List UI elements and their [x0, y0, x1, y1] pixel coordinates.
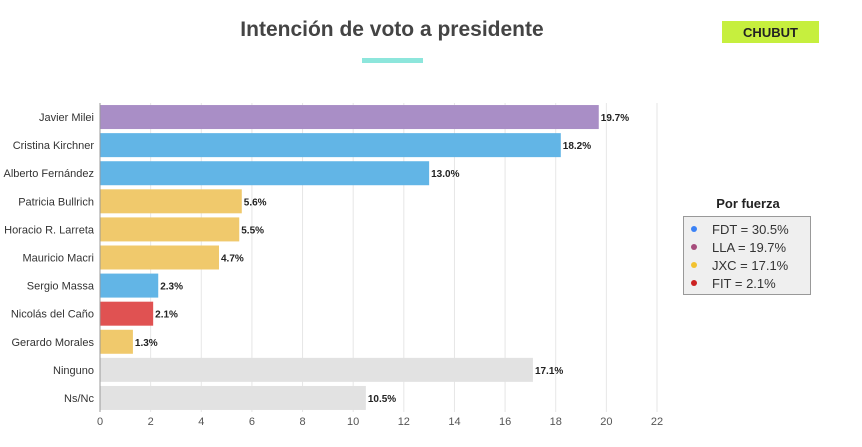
x-tick-label: 2 [148, 416, 154, 428]
legend-item: FDT = 30.5% [691, 220, 810, 238]
value-label: 1.3% [135, 338, 158, 349]
x-tick-label: 18 [550, 416, 562, 428]
category-label: Ns/Nc [64, 393, 94, 405]
bar [100, 189, 242, 214]
x-tick-label: 14 [448, 416, 460, 428]
value-label: 17.1% [535, 366, 563, 377]
x-tick-label: 12 [398, 416, 410, 428]
legend-dot-icon [691, 244, 697, 250]
legend: FDT = 30.5% LLA = 19.7% JXC = 17.1% FIT = 2… [683, 216, 811, 295]
x-tick-label: 0 [97, 416, 103, 428]
legend-label: FIT = 2.1% [712, 275, 776, 291]
category-label: Sergio Massa [27, 281, 95, 293]
legend-item: FIT = 2.1% [691, 274, 810, 292]
value-label: 2.1% [155, 310, 178, 321]
region-badge: CHUBUT [722, 21, 819, 43]
bar [100, 217, 240, 242]
value-label: 5.5% [241, 225, 264, 236]
bar [100, 245, 219, 270]
legend-label: JXC = 17.1% [712, 257, 789, 273]
bar [100, 273, 159, 298]
bar [100, 329, 133, 354]
x-tick-label: 8 [299, 416, 305, 428]
x-tick-label: 22 [651, 416, 663, 428]
x-tick-label: 20 [600, 416, 612, 428]
value-label: 13.0% [431, 169, 459, 180]
bar [100, 385, 366, 410]
category-label: Javier Milei [39, 112, 94, 124]
legend-label: LLA = 19.7% [712, 239, 787, 255]
category-label: Alberto Fernández [4, 168, 95, 180]
value-label: 5.6% [244, 197, 267, 208]
category-label: Nicolás del Caño [11, 309, 94, 321]
category-label: Gerardo Morales [11, 337, 94, 349]
category-label: Ninguno [53, 365, 94, 377]
x-tick-label: 16 [499, 416, 511, 428]
legend-dot-icon [691, 280, 697, 286]
category-label: Cristina Kirchner [13, 140, 95, 152]
chart-title: Intención de voto a presidente [240, 18, 544, 41]
category-label: Patricia Bullrich [18, 196, 94, 208]
bar [100, 105, 599, 130]
bar [100, 357, 533, 382]
x-tick-label: 4 [198, 416, 204, 428]
value-label: 18.2% [563, 141, 591, 152]
x-tick-label: 6 [249, 416, 255, 428]
value-label: 4.7% [221, 254, 244, 265]
legend-item: JXC = 17.1% [691, 256, 810, 274]
legend-dot-icon [691, 262, 697, 268]
value-label: 19.7% [601, 113, 629, 124]
legend-item: LLA = 19.7% [691, 238, 810, 256]
legend-title: Por fuerza [716, 196, 780, 211]
bar [100, 161, 430, 186]
value-label: 2.3% [160, 282, 183, 293]
x-tick-label: 10 [347, 416, 359, 428]
title-underline [362, 58, 423, 63]
legend-label: FDT = 30.5% [712, 221, 789, 237]
bar [100, 301, 154, 326]
bar [100, 133, 561, 158]
category-label: Horacio R. Larreta [4, 224, 95, 236]
legend-dot-icon [691, 226, 697, 232]
value-label: 10.5% [368, 394, 396, 405]
category-label: Mauricio Macri [22, 253, 94, 265]
